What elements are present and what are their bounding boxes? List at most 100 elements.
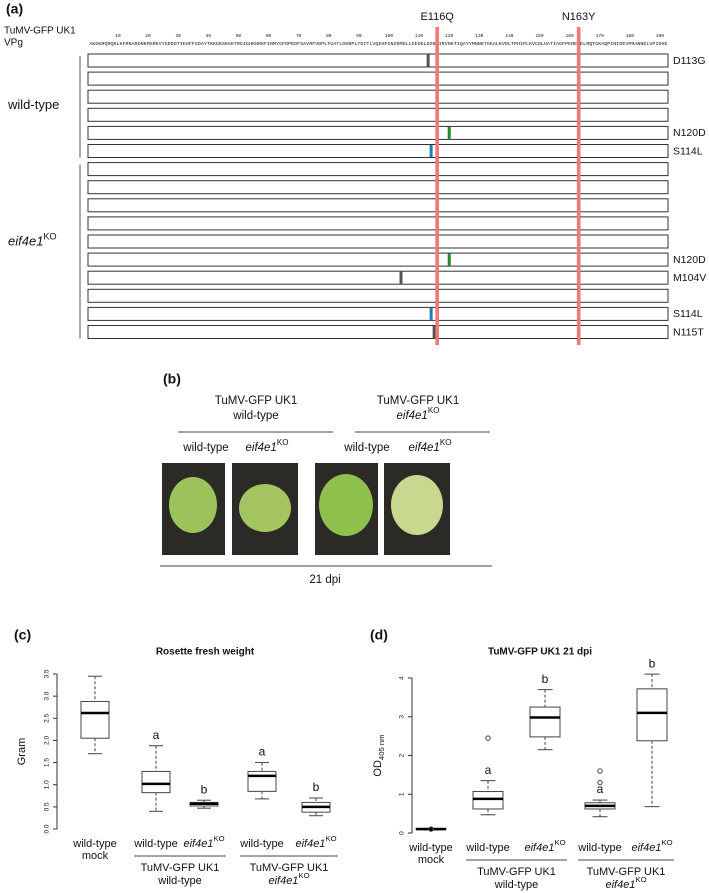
mutation-marker <box>426 54 430 67</box>
x-tick-label: eif4e1KO <box>183 834 224 850</box>
x-tick-label: wild-type <box>239 838 283 850</box>
x-tick-label: wild-type <box>72 838 116 850</box>
group-label: TuMV-GFP UK1 <box>587 866 666 878</box>
sequence-bar <box>87 180 669 195</box>
y-tick-label: 3.0 <box>44 691 51 700</box>
y-tick-label: 2.5 <box>44 713 51 722</box>
highlight-line <box>435 27 439 345</box>
y-axis-label-main: Gram <box>16 738 28 766</box>
significance-letter: a <box>597 782 604 796</box>
column-header-main: wild-type <box>232 410 278 422</box>
host-label: wild-type <box>343 442 389 454</box>
x-tick-label-main: wild-type <box>408 842 452 854</box>
ruler-label: 20 <box>145 33 151 39</box>
mutation-label: N115T <box>673 326 704 338</box>
ruler-label: 80 <box>326 33 332 39</box>
x-tick-sublabel: mock <box>82 850 109 862</box>
significance-letter: a <box>259 745 266 759</box>
y-tick-label: 2 <box>399 753 406 757</box>
ruler-label: 10 <box>115 33 121 39</box>
chart-title: Rosette fresh weight <box>156 647 255 658</box>
sequence-bar <box>87 288 669 303</box>
x-tick-label-main: wild-type <box>133 838 177 850</box>
ruler-label: 170 <box>596 33 604 39</box>
ruler-label: 70 <box>296 33 302 39</box>
y-tick-label: 3.5 <box>44 669 51 678</box>
plant <box>239 484 291 532</box>
column-header-superscript: KO <box>428 406 440 415</box>
x-tick-label-main: wild-type <box>465 842 509 854</box>
group-label: TuMV-GFP UK1 <box>477 866 556 878</box>
host-label: eif4e1KO <box>246 438 289 454</box>
host-label-superscript: KO <box>440 438 452 447</box>
sequence-bar <box>87 216 669 231</box>
column-header: eif4e1KO <box>397 406 440 422</box>
sequence-bar <box>87 198 669 213</box>
host-label-main: wild-type <box>343 442 389 454</box>
outlier <box>597 779 603 786</box>
group-label-main: eif4e1 <box>8 234 43 249</box>
host-label-main: eif4e1 <box>409 442 440 454</box>
x-tick-label-main: eif4e1 <box>631 842 661 854</box>
mutation-label: S114L <box>673 308 703 320</box>
sequence-bar <box>87 270 669 285</box>
highlight-line <box>576 27 581 345</box>
sequence-bar <box>87 144 669 158</box>
group-host-superscript: KO <box>298 871 309 880</box>
mutation-marker <box>429 307 433 320</box>
sequence-bar <box>87 306 669 321</box>
y-tick-label: 3 <box>399 715 406 719</box>
x-tick-sublabel: mock <box>418 854 445 866</box>
ruler-label: 160 <box>566 33 574 39</box>
group-host-superscript: KO <box>635 875 646 884</box>
group-label-superscript: KO <box>43 232 56 242</box>
plant <box>169 477 217 533</box>
outlier <box>597 768 603 774</box>
mutation-label: M104V <box>673 272 706 284</box>
significance-letter: b <box>542 672 549 686</box>
group-host: eif4e1KO <box>268 871 309 887</box>
group-label: TuMV-GFP UK1 <box>250 862 329 874</box>
group-host: wild-type <box>157 875 201 887</box>
plant <box>391 475 443 535</box>
group-host-main: wild-type <box>157 875 201 887</box>
y-axis-label-main: OD <box>372 760 384 777</box>
ruler-label: 60 <box>266 33 272 39</box>
group-label: wild-type <box>7 97 59 112</box>
chart-title: TuMV-GFP UK1 21 dpi <box>488 647 592 658</box>
column-header: TuMV-GFP UK1 <box>215 395 297 407</box>
significance-letter: a <box>153 728 160 742</box>
x-tick-label-main: eif4e1 <box>524 842 554 854</box>
x-tick-label-superscript: KO <box>213 834 224 843</box>
box <box>636 688 668 742</box>
x-tick-label: eif4e1KO <box>524 838 565 854</box>
protein-name: VPg <box>4 38 23 49</box>
highlight-label: E116Q <box>420 11 454 23</box>
y-tick-label: 0.0 <box>44 824 51 833</box>
x-tick-label: wild-type <box>133 838 177 850</box>
y-axis-label-subscript: 405 nm <box>377 734 386 760</box>
mutation-label: N120D <box>673 127 706 139</box>
group-host-main: wild-type <box>494 879 538 891</box>
host-label: eif4e1KO <box>409 438 452 454</box>
sequence-bar <box>87 125 669 140</box>
panel-label: (c) <box>14 627 31 643</box>
sequence-bar <box>87 234 669 249</box>
y-tick-label: 2.0 <box>44 736 51 745</box>
mutation-marker <box>447 253 451 266</box>
ruler-label: 50 <box>236 33 242 39</box>
ruler-label: 180 <box>626 33 634 39</box>
x-tick-label-main: wild-type <box>239 838 283 850</box>
y-axis-label: Gram <box>16 738 28 766</box>
box <box>529 706 561 738</box>
x-tick-label-superscript: KO <box>554 838 565 847</box>
box <box>472 791 504 810</box>
ruler-label: 140 <box>505 33 513 39</box>
panel-label: (a) <box>6 1 23 17</box>
y-tick-label: 0.5 <box>44 802 51 811</box>
host-label: wild-type <box>182 442 228 454</box>
host-label-main: eif4e1 <box>246 442 277 454</box>
sequence-bar <box>87 53 669 68</box>
ruler-label: 150 <box>535 33 543 39</box>
